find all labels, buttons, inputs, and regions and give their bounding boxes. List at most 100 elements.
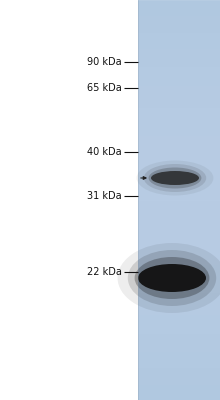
Bar xyxy=(138,128,220,130)
Bar xyxy=(138,396,220,398)
Bar xyxy=(138,347,220,348)
Bar xyxy=(138,216,220,218)
Bar xyxy=(138,241,220,242)
Bar xyxy=(138,56,220,58)
Bar xyxy=(138,89,220,90)
Bar xyxy=(138,303,220,304)
Bar xyxy=(138,121,220,122)
Bar xyxy=(138,13,220,14)
Bar xyxy=(138,96,220,98)
Bar xyxy=(138,351,220,352)
Bar xyxy=(138,58,220,60)
Bar xyxy=(138,321,220,322)
Bar xyxy=(138,98,220,100)
Bar xyxy=(138,357,220,358)
Bar xyxy=(138,245,220,246)
Bar xyxy=(138,294,220,296)
Bar xyxy=(138,308,220,310)
Bar xyxy=(138,79,220,80)
Bar xyxy=(138,387,220,388)
Bar xyxy=(138,102,220,104)
Bar xyxy=(138,176,220,178)
Bar xyxy=(138,84,220,86)
Bar xyxy=(138,193,220,194)
Bar xyxy=(138,51,220,52)
Bar xyxy=(138,177,220,178)
Bar xyxy=(138,119,220,120)
Ellipse shape xyxy=(151,171,199,185)
Bar xyxy=(138,315,220,316)
Bar xyxy=(138,392,220,394)
Bar xyxy=(138,201,220,202)
Bar xyxy=(138,149,220,150)
Bar xyxy=(138,65,220,66)
Bar xyxy=(138,82,220,84)
Bar xyxy=(138,295,220,296)
Bar xyxy=(138,247,220,248)
Bar xyxy=(138,261,220,262)
Bar xyxy=(138,253,220,254)
Bar xyxy=(138,209,220,210)
Bar xyxy=(138,353,220,354)
Bar xyxy=(138,341,220,342)
Bar xyxy=(138,153,220,154)
Bar xyxy=(138,254,220,256)
Bar xyxy=(138,3,220,4)
Bar xyxy=(138,8,220,10)
Ellipse shape xyxy=(135,257,209,299)
Bar xyxy=(138,17,220,18)
Bar xyxy=(138,290,220,292)
Bar xyxy=(138,73,220,74)
Bar xyxy=(138,218,220,220)
Bar xyxy=(138,32,220,34)
Bar xyxy=(138,350,220,352)
Bar xyxy=(138,0,220,2)
Bar xyxy=(138,36,220,38)
Bar xyxy=(138,283,220,284)
Bar xyxy=(138,12,220,14)
Bar xyxy=(138,257,220,258)
Bar xyxy=(138,331,220,332)
Bar xyxy=(138,388,220,390)
Bar xyxy=(138,187,220,188)
Bar xyxy=(138,49,220,50)
Bar xyxy=(138,68,220,70)
Bar xyxy=(138,122,220,124)
Bar xyxy=(138,368,220,370)
Bar xyxy=(138,212,220,214)
Bar xyxy=(138,242,220,244)
Bar xyxy=(138,196,220,198)
Bar xyxy=(138,145,220,146)
Bar xyxy=(138,52,220,54)
Bar xyxy=(138,188,220,190)
Bar xyxy=(138,168,220,170)
Bar xyxy=(138,305,220,306)
Bar xyxy=(138,87,220,88)
Bar xyxy=(138,142,220,144)
Bar xyxy=(138,179,220,180)
Bar xyxy=(138,202,220,204)
Bar xyxy=(138,312,220,314)
Bar xyxy=(138,334,220,336)
Bar xyxy=(138,10,220,12)
Bar xyxy=(138,262,220,264)
Bar xyxy=(138,152,220,154)
Bar xyxy=(138,161,220,162)
Bar xyxy=(138,94,220,96)
Bar xyxy=(138,226,220,228)
Bar xyxy=(138,207,220,208)
Bar xyxy=(138,323,220,324)
Bar xyxy=(138,300,220,302)
Bar xyxy=(138,110,220,112)
Bar xyxy=(138,66,220,68)
Bar xyxy=(138,114,220,116)
Bar xyxy=(138,156,220,158)
Bar xyxy=(138,390,220,392)
Bar xyxy=(138,167,220,168)
Bar xyxy=(138,44,220,46)
Bar xyxy=(138,107,220,108)
Bar xyxy=(138,289,220,290)
Bar xyxy=(138,81,220,82)
Bar xyxy=(138,228,220,230)
Bar xyxy=(138,80,220,82)
